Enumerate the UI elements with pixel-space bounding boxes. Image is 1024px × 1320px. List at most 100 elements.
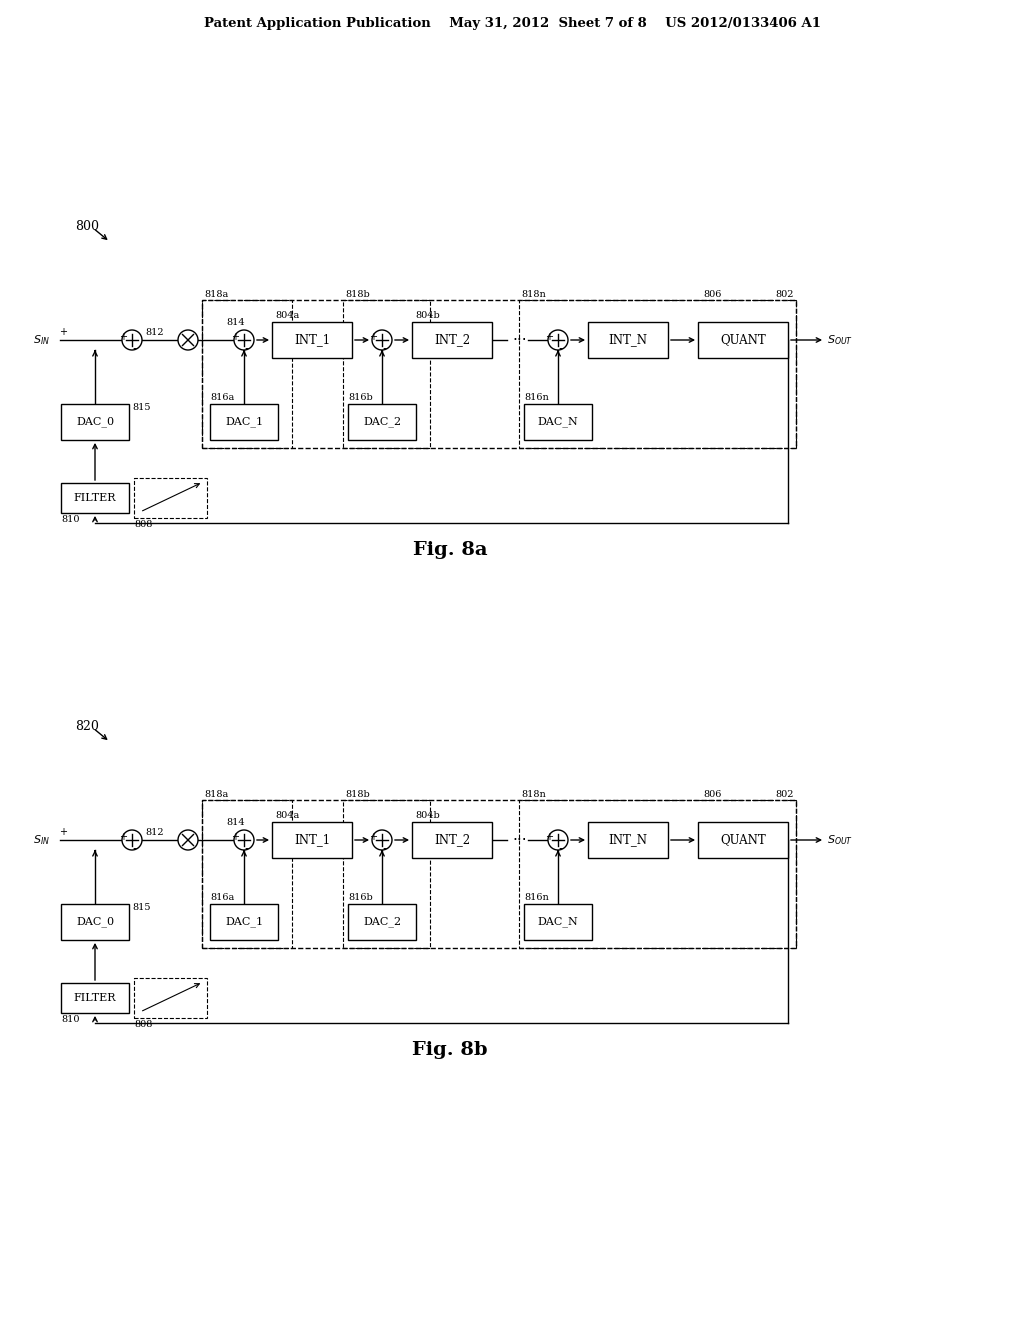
Text: 816b: 816b (348, 894, 373, 902)
Text: +: + (59, 327, 67, 337)
Bar (524, 404, 592, 440)
Text: +: + (546, 832, 554, 842)
Text: +: + (231, 333, 240, 342)
Bar (412, 322, 492, 358)
Bar (210, 904, 278, 940)
Text: $S_{OUT}$: $S_{OUT}$ (827, 833, 853, 847)
Text: DAC_2: DAC_2 (362, 417, 401, 428)
Text: DAC_0: DAC_0 (76, 417, 114, 428)
Text: 816n: 816n (524, 894, 549, 902)
Text: 810: 810 (61, 1015, 80, 1024)
Text: -: - (245, 842, 249, 855)
Bar (412, 822, 492, 858)
Bar (272, 822, 352, 858)
Text: -: - (383, 842, 387, 855)
Text: +: + (59, 828, 67, 837)
Text: $S_{IN}$: $S_{IN}$ (33, 833, 50, 847)
Bar (698, 822, 788, 858)
Text: +: + (370, 832, 378, 842)
Text: 812: 812 (145, 828, 164, 837)
Text: 802: 802 (775, 789, 794, 799)
Bar (519, 800, 796, 948)
Text: 810: 810 (61, 515, 80, 524)
Text: 804b: 804b (415, 312, 439, 319)
Bar (348, 904, 416, 940)
Text: 800: 800 (75, 220, 99, 234)
Bar (210, 404, 278, 440)
Text: 818b: 818b (345, 290, 370, 300)
Bar (343, 300, 430, 447)
Text: 808: 808 (134, 520, 153, 529)
Text: 818n: 818n (521, 789, 546, 799)
Text: DAC_1: DAC_1 (225, 417, 263, 428)
Text: DAC_1: DAC_1 (225, 916, 263, 928)
Text: 816n: 816n (524, 393, 549, 403)
Bar (134, 478, 207, 517)
Text: 812: 812 (145, 327, 164, 337)
Bar (202, 300, 796, 447)
Bar (343, 800, 430, 948)
Text: 804b: 804b (415, 810, 439, 820)
Bar (588, 822, 668, 858)
Bar (202, 800, 796, 948)
Text: INT_N: INT_N (608, 833, 647, 846)
Text: FILTER: FILTER (74, 492, 117, 503)
Text: 804a: 804a (275, 810, 299, 820)
Text: 818a: 818a (204, 290, 228, 300)
Bar (61, 404, 129, 440)
Bar (202, 300, 292, 447)
Bar (519, 300, 796, 447)
Text: 806: 806 (703, 789, 721, 799)
Text: +: + (120, 333, 128, 342)
Text: 802: 802 (775, 290, 794, 300)
Text: +: + (231, 832, 240, 842)
Text: FILTER: FILTER (74, 993, 117, 1003)
Text: 815: 815 (132, 903, 151, 912)
Text: 818n: 818n (521, 290, 546, 300)
Text: ···: ··· (512, 833, 526, 847)
Text: -: - (559, 842, 563, 855)
Text: Fig. 8b: Fig. 8b (413, 1041, 487, 1059)
Text: DAC_N: DAC_N (538, 916, 579, 928)
Bar (61, 904, 129, 940)
Circle shape (548, 830, 568, 850)
Circle shape (178, 330, 198, 350)
Text: -: - (559, 342, 563, 355)
Text: 816b: 816b (348, 393, 373, 403)
Text: 815: 815 (132, 403, 151, 412)
Text: 820: 820 (75, 719, 99, 733)
Bar (272, 322, 352, 358)
Text: DAC_2: DAC_2 (362, 916, 401, 928)
Text: INT_N: INT_N (608, 334, 647, 346)
Text: -: - (245, 342, 249, 355)
Text: 816a: 816a (210, 894, 234, 902)
Text: -: - (133, 342, 137, 355)
Text: 804a: 804a (275, 312, 299, 319)
Bar (134, 978, 207, 1018)
Circle shape (234, 330, 254, 350)
Text: +: + (370, 333, 378, 342)
Circle shape (372, 830, 392, 850)
Text: 814: 814 (226, 318, 245, 327)
Text: -: - (383, 342, 387, 355)
Bar (61, 483, 129, 513)
Text: INT_1: INT_1 (294, 334, 330, 346)
Bar (698, 322, 788, 358)
Text: DAC_N: DAC_N (538, 417, 579, 428)
Text: $S_{IN}$: $S_{IN}$ (33, 333, 50, 347)
Text: INT_2: INT_2 (434, 833, 470, 846)
Text: INT_2: INT_2 (434, 334, 470, 346)
Circle shape (178, 830, 198, 850)
Bar (348, 404, 416, 440)
Text: 816a: 816a (210, 393, 234, 403)
Circle shape (122, 330, 142, 350)
Text: ···: ··· (512, 333, 526, 347)
Text: 808: 808 (134, 1020, 153, 1030)
Text: +: + (546, 333, 554, 342)
Bar (202, 800, 292, 948)
Circle shape (372, 330, 392, 350)
Text: Fig. 8a: Fig. 8a (413, 541, 487, 558)
Text: 818b: 818b (345, 789, 370, 799)
Text: Patent Application Publication    May 31, 2012  Sheet 7 of 8    US 2012/0133406 : Patent Application Publication May 31, 2… (204, 17, 820, 30)
Bar (61, 983, 129, 1012)
